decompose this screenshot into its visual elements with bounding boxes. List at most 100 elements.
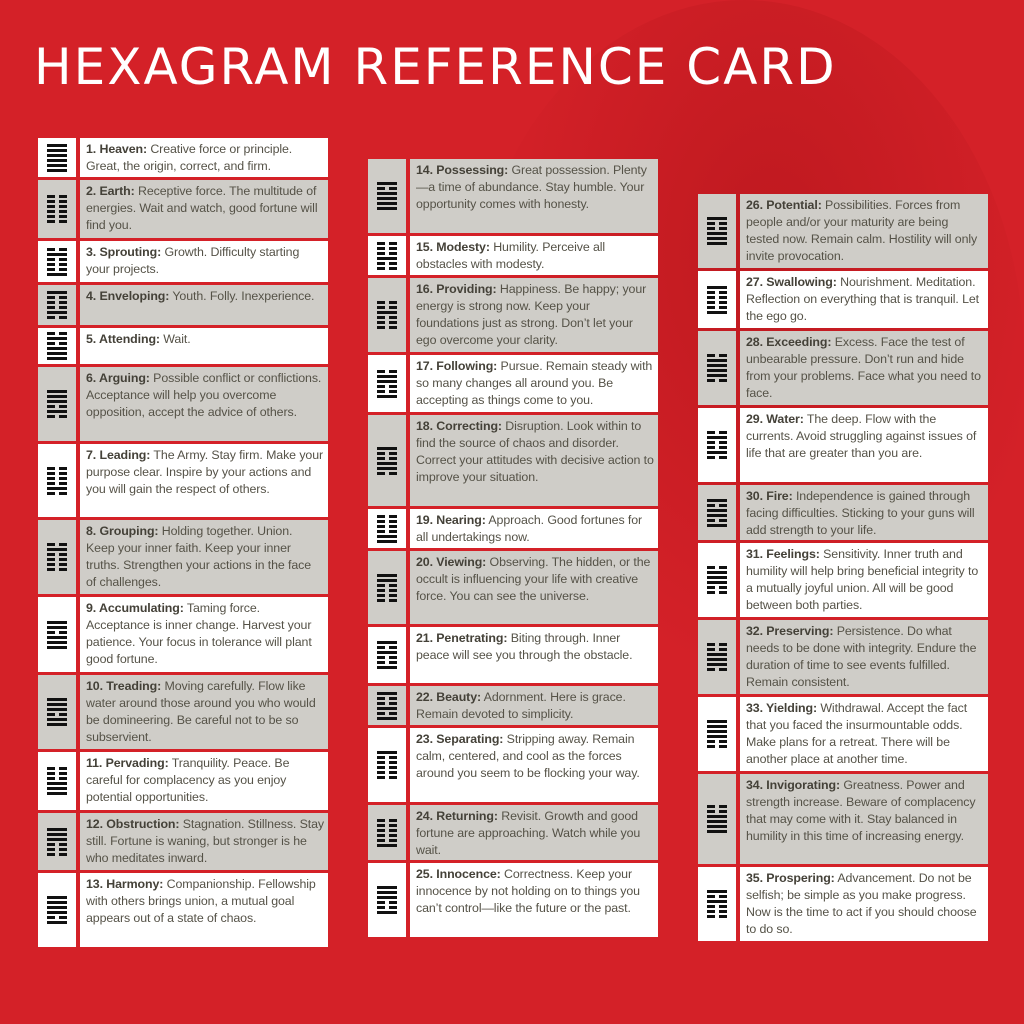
broken-line xyxy=(707,566,727,569)
solid-line xyxy=(377,394,397,398)
hexagram-entry: 12. Obstruction: Stagnation. Stillness. … xyxy=(38,813,328,870)
solid-line xyxy=(377,182,397,185)
hexagram-icon xyxy=(368,863,406,937)
hexagram-icon xyxy=(698,867,736,941)
solid-line xyxy=(47,625,67,629)
solid-line xyxy=(377,207,397,210)
solid-line xyxy=(47,486,67,490)
hexagram-lines xyxy=(707,720,727,748)
broken-line xyxy=(47,568,67,571)
solid-line xyxy=(707,364,727,367)
broken-line xyxy=(47,210,67,213)
solid-line xyxy=(47,548,67,551)
solid-line xyxy=(707,310,727,314)
solid-line xyxy=(47,698,67,701)
broken-line xyxy=(47,200,67,203)
solid-line xyxy=(707,663,727,666)
solid-line xyxy=(707,436,727,439)
broken-line xyxy=(377,901,397,904)
solid-line xyxy=(377,896,397,899)
solid-line xyxy=(377,466,397,470)
hexagram-icon xyxy=(368,159,406,233)
solid-line xyxy=(377,843,397,847)
hexagram-name: 30. Fire: xyxy=(746,489,793,503)
hexagram-icon xyxy=(38,367,76,441)
hexagram-description: 34. Invigorating: Greatness. Power and s… xyxy=(740,774,988,864)
broken-line xyxy=(377,838,397,842)
hexagram-icon xyxy=(38,597,76,672)
hexagram-lines xyxy=(377,182,397,210)
hexagram-description: 15. Modesty: Humility. Perceive all obst… xyxy=(410,236,658,275)
solid-line xyxy=(707,359,727,362)
hexagram-icon xyxy=(368,415,406,506)
broken-line xyxy=(377,514,397,518)
solid-line xyxy=(707,720,727,723)
hexagram-name: 12. Obstruction: xyxy=(86,817,180,831)
broken-line xyxy=(707,810,727,813)
broken-line xyxy=(377,519,397,523)
solid-line xyxy=(47,395,67,398)
broken-line xyxy=(707,648,727,651)
solid-line xyxy=(707,523,727,527)
broken-line xyxy=(47,405,67,408)
hexagram-lines xyxy=(707,354,727,382)
hexagram-lines xyxy=(707,805,727,833)
broken-line xyxy=(47,852,67,856)
hexagram-meaning: Independence is gained through facing di… xyxy=(746,489,975,537)
hexagram-entry: 2. Earth: Receptive force. The multitude… xyxy=(38,180,328,238)
hexagram-lines xyxy=(47,291,67,319)
hexagram-description: 35. Prospering: Advancement. Do not be s… xyxy=(740,867,988,941)
solid-line xyxy=(377,716,397,720)
hexagram-lines xyxy=(377,301,397,329)
hexagram-name: 8. Grouping: xyxy=(86,524,159,538)
hexagram-lines xyxy=(47,767,67,795)
hexagram-description: 19. Nearing: Approach. Good fortunes for… xyxy=(410,509,658,548)
solid-line xyxy=(47,357,67,360)
hexagram-entry: 17. Following: Pursue. Remain steady wit… xyxy=(368,355,658,412)
solid-line xyxy=(377,374,397,378)
hexagram-meaning: Growth. Difficulty starting your project… xyxy=(86,245,300,276)
hexagram-description: 31. Feelings: Sensitivity. Inner truth a… xyxy=(740,543,988,617)
broken-line xyxy=(707,295,727,299)
solid-line xyxy=(47,163,67,167)
broken-line xyxy=(377,588,397,592)
solid-line xyxy=(707,830,727,833)
solid-line xyxy=(47,792,67,795)
hexagram-lines xyxy=(707,285,727,314)
hexagram-name: 21. Penetrating: xyxy=(416,631,508,645)
hexagram-icon xyxy=(38,813,76,870)
solid-line xyxy=(377,256,397,260)
broken-line xyxy=(377,389,397,393)
solid-line xyxy=(377,666,397,669)
column-3: 26. Potential: Possibilities. Forces fro… xyxy=(698,194,988,944)
hexagram-entry: 22. Beauty: Adornment. Here is grace. Re… xyxy=(368,686,658,725)
hexagram-icon xyxy=(368,236,406,275)
broken-line xyxy=(707,643,727,646)
hexagram-icon xyxy=(38,444,76,517)
broken-line xyxy=(377,369,397,373)
broken-line xyxy=(707,591,727,594)
hexagram-name: 28. Exceeding: xyxy=(746,335,832,349)
hexagram-name: 19. Nearing: xyxy=(416,513,486,527)
solid-line xyxy=(377,578,397,582)
hexagram-icon xyxy=(368,686,406,725)
hexagram-meaning: Correctness. Keep your innocence by not … xyxy=(416,867,640,915)
hexagram-entry: 21. Penetrating: Biting through. Inner p… xyxy=(368,627,658,683)
hexagram-description: 29. Water: The deep. Flow with the curre… xyxy=(740,408,988,482)
solid-line xyxy=(47,153,67,157)
solid-line xyxy=(47,911,67,914)
broken-line xyxy=(377,251,397,255)
hexagram-description: 20. Viewing: Observing. The hidden, or t… xyxy=(410,551,658,624)
broken-line xyxy=(47,316,67,319)
solid-line xyxy=(707,374,727,377)
hexagram-icon xyxy=(38,328,76,364)
hexagram-entry: 35. Prospering: Advancement. Do not be s… xyxy=(698,867,988,941)
solid-line xyxy=(707,653,727,656)
hexagram-entry: 6. Arguing: Possible conflict or conflic… xyxy=(38,367,328,441)
hexagram-entry: 13. Harmony: Companionship. Fellowship w… xyxy=(38,873,328,947)
broken-line xyxy=(707,910,727,913)
broken-line xyxy=(377,316,397,319)
hexagram-meaning: Possibilities. Forces from people and/or… xyxy=(746,198,978,263)
hexagram-lines xyxy=(47,543,67,571)
broken-line xyxy=(377,306,397,309)
